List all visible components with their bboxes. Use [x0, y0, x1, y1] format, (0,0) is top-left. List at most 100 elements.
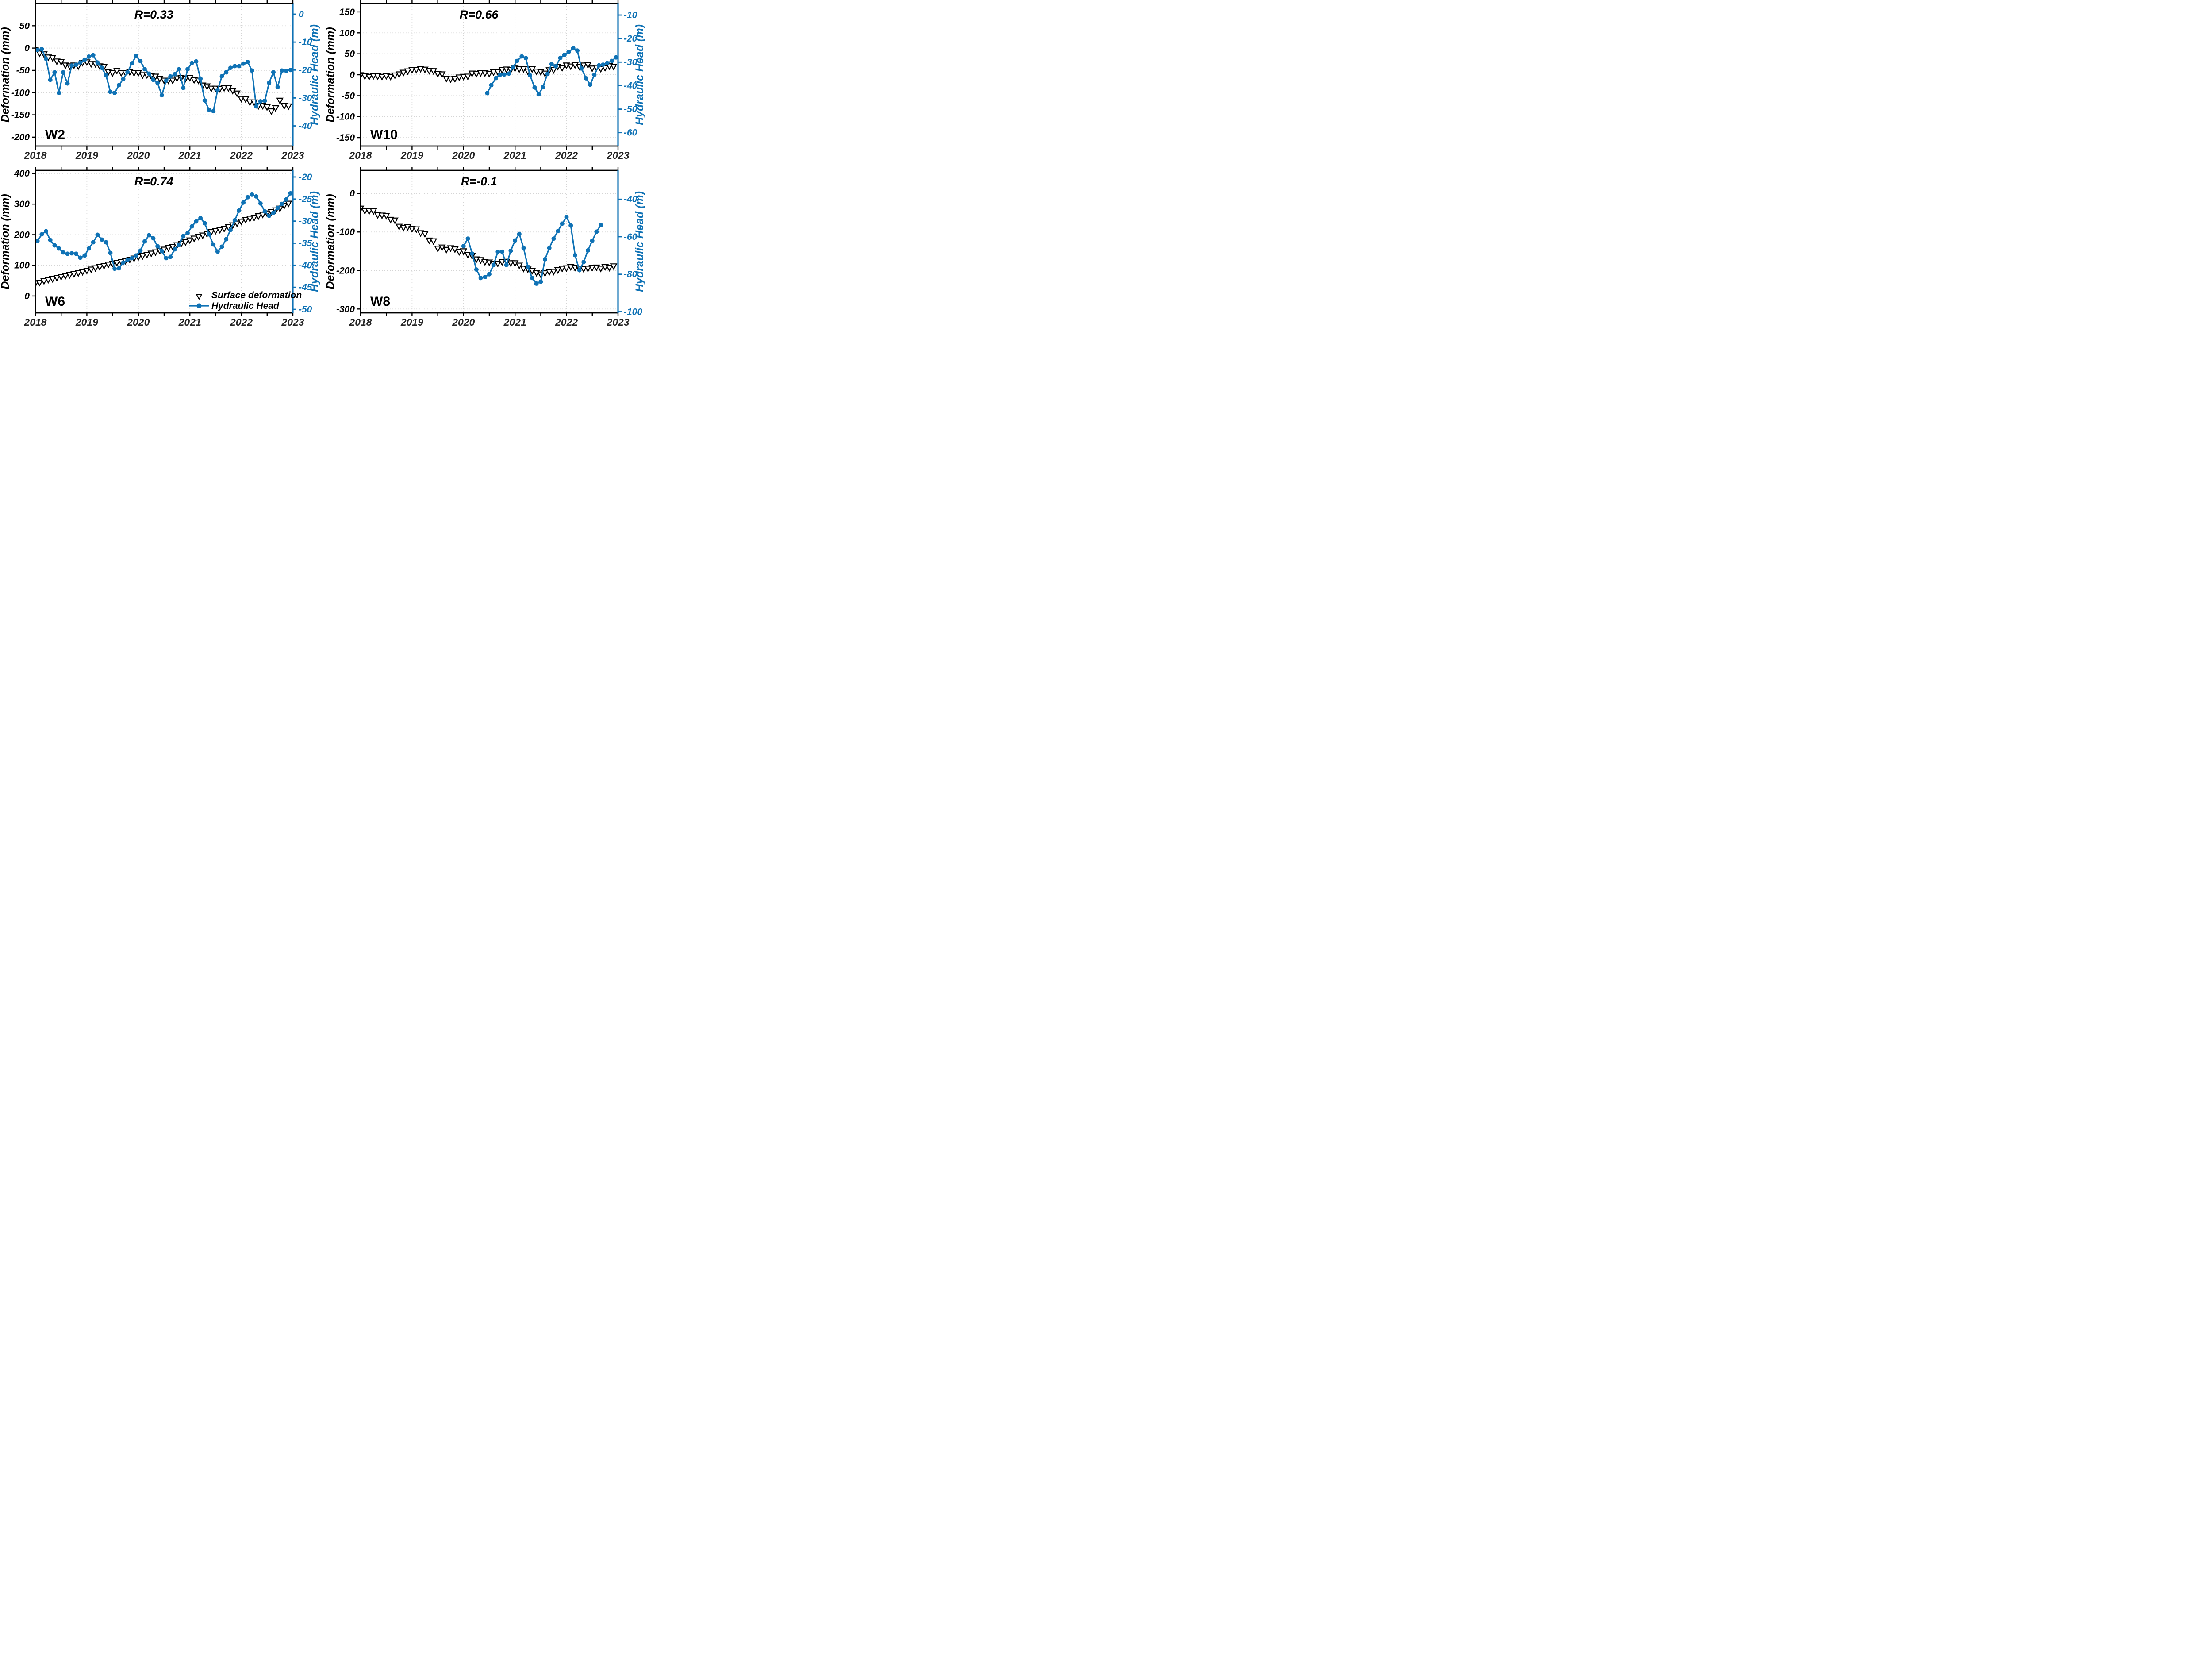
head-point [241, 61, 246, 66]
head-point [527, 73, 532, 78]
triangle-down-marker [584, 266, 592, 273]
head-point [498, 73, 503, 77]
head-point [52, 70, 57, 75]
left-tick-label: 200 [14, 230, 30, 240]
head-point [543, 257, 548, 262]
head-point [288, 191, 293, 196]
well-label: W10 [370, 127, 398, 142]
triangle-down-marker [199, 232, 207, 239]
x-tick-label: 2020 [127, 316, 150, 328]
series-layer [35, 191, 293, 288]
head-point [104, 73, 108, 78]
right-tick-label: -60 [624, 232, 637, 242]
triangle-down-marker [57, 273, 65, 281]
triangle-down-marker [464, 73, 472, 81]
head-point [146, 233, 151, 238]
head-point [275, 85, 280, 89]
head-point [194, 219, 199, 224]
triangle-down-marker [494, 261, 502, 268]
triangle-down-marker [53, 275, 61, 282]
gridlines [35, 170, 293, 313]
triangle-down-marker [109, 70, 116, 77]
axes [357, 0, 622, 150]
triangle-down-marker [404, 68, 412, 76]
right-tick-label: -40 [624, 194, 637, 204]
head-point [202, 98, 207, 103]
deformation-series [360, 62, 618, 84]
triangle-down-marker [455, 74, 463, 81]
head-point [44, 229, 49, 234]
head-point [280, 201, 284, 206]
triangle-down-marker [152, 249, 159, 257]
triangle-down-marker [284, 200, 292, 208]
head-point [228, 65, 233, 70]
head-point [237, 208, 242, 213]
head-point [35, 239, 40, 243]
head-point [545, 71, 550, 76]
x-tick-label: 2019 [400, 150, 423, 161]
x-tick-label: 2023 [281, 150, 304, 161]
head-point [168, 254, 173, 259]
right-tick-label: -30 [299, 93, 312, 103]
left-axis-label: Deformation (mm) [325, 194, 337, 289]
head-point [271, 70, 276, 75]
triangle-down-marker [61, 273, 69, 280]
head-point [489, 83, 494, 88]
triangle-down-marker [563, 265, 570, 272]
head-point [159, 93, 164, 98]
head-point [280, 68, 284, 73]
head-point [172, 247, 177, 252]
head-point [461, 244, 466, 249]
head-point [494, 76, 499, 81]
head-point [534, 281, 539, 286]
triangle-down-marker [399, 69, 407, 77]
triangle-down-marker [421, 231, 429, 238]
head-point [211, 242, 216, 247]
triangle-down-marker [606, 265, 613, 272]
head-point [69, 63, 74, 68]
head-point [250, 68, 254, 73]
head-point [138, 59, 143, 64]
head-point [610, 58, 614, 63]
x-tick-label: 2023 [606, 150, 629, 161]
triangle-down-marker [485, 71, 493, 78]
triangle-down-marker [250, 215, 258, 222]
triangle-down-marker [365, 73, 373, 81]
head-point [155, 244, 160, 249]
triangle-down-marker [438, 71, 446, 78]
head-point [465, 236, 470, 241]
legend-label-head: Hydraulic Head [211, 301, 280, 311]
head-point [538, 279, 543, 284]
triangle-down-marker [412, 226, 420, 234]
head-point [61, 250, 65, 255]
head-point [511, 65, 515, 70]
head-point [138, 248, 143, 253]
head-series [485, 46, 618, 97]
right-tick-label: -20 [299, 65, 312, 75]
head-point [112, 266, 117, 271]
triangle-down-marker [554, 267, 562, 274]
head-point [275, 205, 280, 210]
triangle-down-marker [92, 265, 100, 273]
series-layer [360, 46, 618, 97]
head-point [164, 256, 169, 261]
head-point [185, 67, 190, 72]
right-axis-label: Hydraulic Head (m) [308, 191, 321, 292]
x-tick-label: 2021 [503, 316, 526, 328]
head-point [151, 77, 156, 82]
x-tick-label: 2018 [349, 150, 372, 161]
x-tick-label: 2020 [452, 316, 475, 328]
head-point [142, 67, 147, 72]
triangle-down-marker [558, 65, 566, 72]
left-tick-label: 100 [14, 261, 30, 271]
head-point [267, 213, 272, 218]
head-point [57, 246, 61, 251]
triangle-down-marker [100, 263, 108, 270]
head-point [82, 57, 87, 62]
triangle-down-marker [494, 69, 502, 76]
triangle-down-marker [369, 73, 377, 80]
series-layer [35, 46, 293, 115]
panel-w10: 2018 2019 2020 2021 2022 2023 150 100 50 0 -50 -100… [325, 0, 646, 161]
triangle-down-marker [113, 260, 121, 267]
triangle-down-marker [79, 269, 87, 276]
